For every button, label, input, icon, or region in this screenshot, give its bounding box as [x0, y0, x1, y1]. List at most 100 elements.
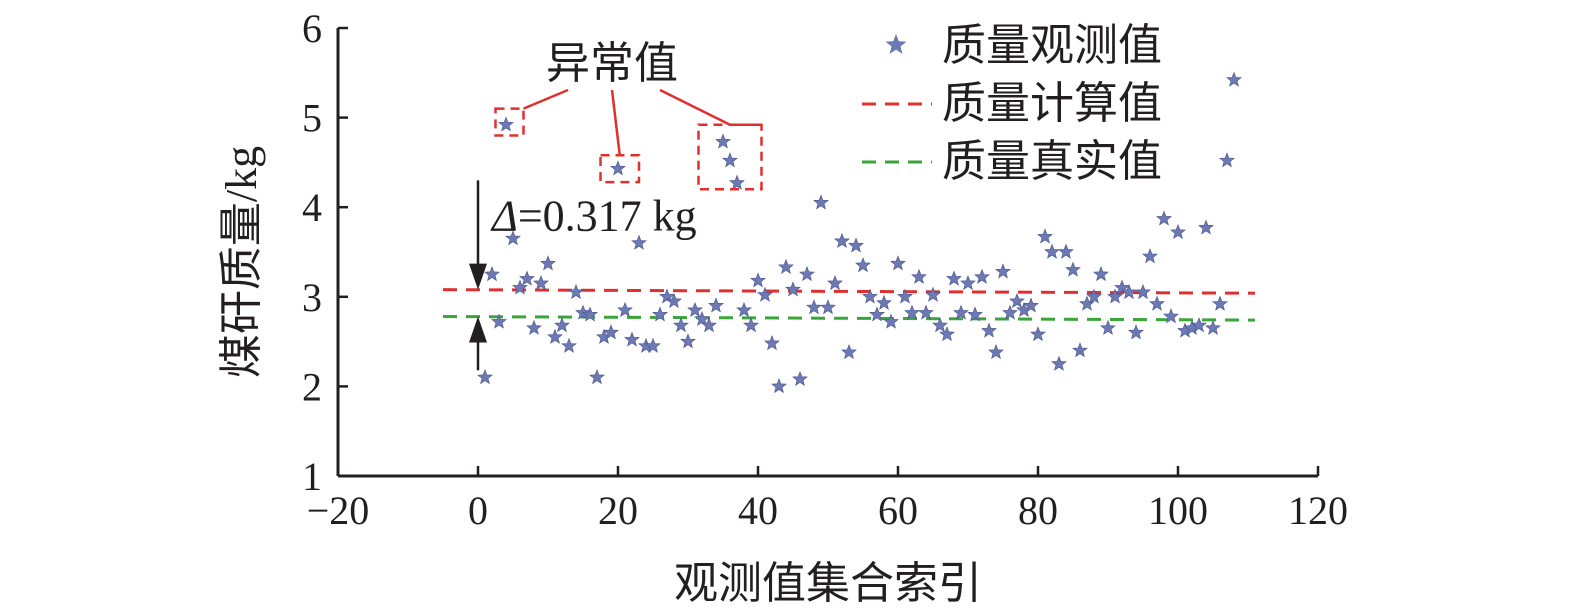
data-point [1191, 317, 1207, 333]
data-point [883, 313, 899, 329]
y-tick-label: 2 [302, 364, 322, 409]
data-point [792, 370, 808, 386]
x-tick-label: 100 [1148, 488, 1208, 533]
data-point [750, 272, 766, 288]
data-point [1023, 297, 1039, 313]
data-point [890, 255, 906, 271]
data-point [785, 281, 801, 297]
data-point [708, 297, 724, 313]
data-point [813, 194, 829, 210]
data-point [1030, 326, 1046, 342]
data-point [561, 337, 577, 353]
data-point [960, 275, 976, 291]
data-point [1135, 283, 1151, 300]
data-point [743, 317, 759, 333]
legend-star-marker [885, 34, 907, 54]
data-point [757, 286, 773, 302]
data-point [631, 234, 647, 250]
data-point [1212, 295, 1228, 311]
y-tick-label: 5 [302, 96, 322, 141]
data-point [1128, 324, 1144, 340]
y-axis-label: 煤矸质量/kg [217, 146, 266, 378]
reference-lines [442, 288, 1256, 322]
data-point [1226, 71, 1242, 87]
data-point [918, 304, 934, 320]
x-tick-label: 40 [738, 488, 778, 533]
y-tick-label: 4 [302, 185, 322, 230]
data-point [1072, 342, 1088, 358]
data-point [547, 328, 563, 344]
data-point [988, 344, 1004, 360]
data-point [904, 304, 920, 320]
data-point [897, 288, 913, 304]
y-axis-ticks: 1 2 3 4 5 6 [302, 6, 348, 499]
data-point [1037, 228, 1053, 244]
data-point [484, 266, 500, 282]
annotations: 异常值 Δ=0.317 kg [469, 39, 763, 371]
data-point [1065, 261, 1081, 277]
data-point [939, 326, 955, 342]
data-point [806, 299, 822, 315]
data-point [673, 317, 689, 333]
data-point [1002, 304, 1018, 320]
data-point [694, 310, 710, 326]
data-point [862, 288, 878, 304]
data-point [582, 306, 598, 322]
data-point [1009, 292, 1025, 309]
data-point [799, 266, 815, 282]
data-point [1107, 288, 1123, 304]
x-axis-ticks: −20 0 20 40 60 80 100 120 [307, 466, 1348, 533]
data-point [1121, 283, 1137, 300]
data-point [491, 313, 507, 329]
data-point [855, 257, 871, 273]
plot-area: −20 0 20 40 60 80 100 120 1 2 3 4 5 6 异常值 Δ=0.317 kg [302, 6, 1348, 533]
legend-item-observed: 质量观测值 [885, 21, 1162, 70]
data-point [1142, 248, 1158, 264]
data-point [540, 255, 556, 271]
data-point [659, 288, 675, 304]
data-point [666, 292, 682, 309]
data-point [1044, 243, 1060, 259]
data-point [869, 306, 885, 322]
delta-label: Δ=0.317 kg [490, 192, 697, 241]
legend-label-observed: 质量观测值 [942, 21, 1162, 70]
data-point [1149, 295, 1165, 311]
data-point [974, 268, 990, 284]
data-point [827, 275, 843, 291]
data-point [1086, 288, 1102, 304]
data-point [687, 301, 703, 317]
data-point [1051, 355, 1067, 371]
true-value-line [442, 315, 1256, 322]
x-tick-label: 80 [1018, 488, 1058, 533]
data-point [764, 335, 780, 351]
data-point [1170, 223, 1186, 240]
data-point [526, 319, 542, 335]
data-point [841, 344, 857, 360]
data-point [603, 324, 619, 340]
data-point [1093, 266, 1109, 282]
legend-item-true: 质量真实值 [862, 137, 1162, 186]
outlier-leader-line [523, 88, 569, 110]
data-point [519, 270, 535, 286]
data-point [645, 337, 661, 353]
data-point [1156, 210, 1172, 226]
y-tick-label: 3 [302, 275, 322, 320]
x-tick-label: −20 [307, 488, 370, 533]
data-point [953, 304, 969, 320]
data-point [554, 317, 570, 333]
data-point [995, 263, 1011, 279]
data-point [512, 279, 528, 295]
data-point [1114, 279, 1130, 295]
delta-arrow-upper-head [469, 263, 487, 290]
data-point [617, 301, 633, 317]
data-point [925, 286, 941, 302]
x-tick-label: 60 [878, 488, 918, 533]
data-point [1205, 319, 1221, 335]
data-point [652, 306, 668, 322]
data-point [736, 301, 752, 317]
data-point [1163, 308, 1179, 324]
data-point [533, 275, 549, 291]
x-tick-label: 120 [1288, 488, 1348, 533]
data-point [1100, 319, 1116, 335]
